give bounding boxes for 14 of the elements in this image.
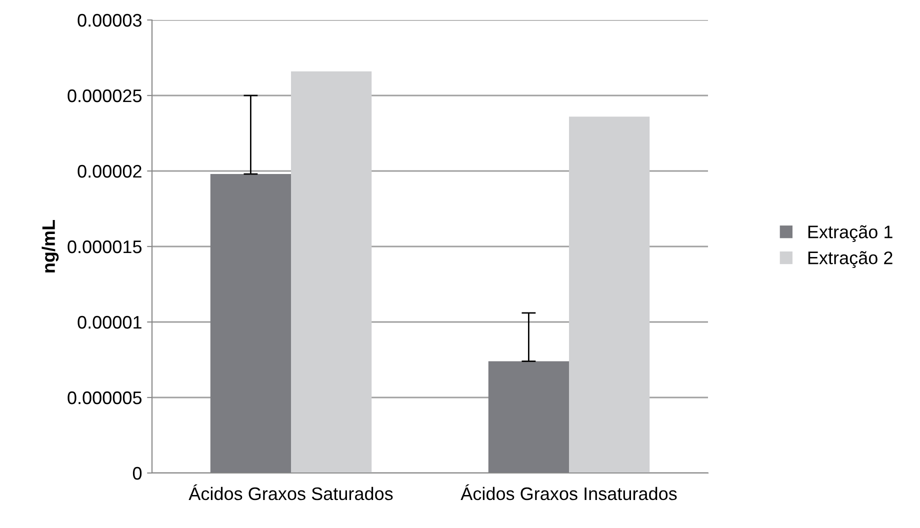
legend-label: Extração 2 <box>808 251 892 268</box>
bar <box>569 116 650 473</box>
legend-label: Extração 1 <box>808 225 892 242</box>
y-tick-label: 0.00003 <box>78 14 142 27</box>
y-tick-label: 0.000005 <box>68 391 142 404</box>
y-tick-label: 0.000025 <box>68 89 142 102</box>
y-tick-label: 0.000015 <box>68 240 142 254</box>
y-tick-label: 0.00002 <box>78 164 142 178</box>
y-tick-label: 0 <box>132 466 142 480</box>
x-tick-label: Ácidos Graxos Saturados <box>188 484 393 500</box>
bar <box>291 71 372 473</box>
y-tick-label: 0.00001 <box>78 316 142 329</box>
x-tick-label: Ácidos Graxos Insaturados <box>460 484 677 500</box>
y-axis-title: ng/mL <box>42 220 59 272</box>
